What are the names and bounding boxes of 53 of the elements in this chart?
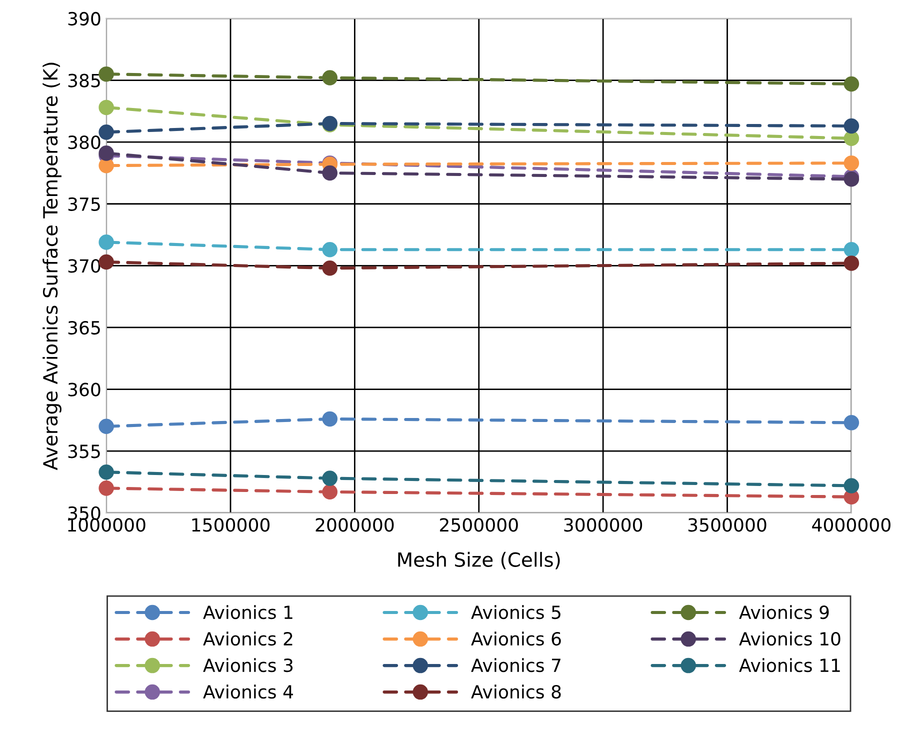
- y-tick-label: 385: [68, 74, 100, 88]
- point: [322, 260, 338, 276]
- legend-label: Avionics 5: [471, 605, 560, 620]
- legend-label: Avionics 9: [739, 605, 829, 620]
- point: [98, 464, 114, 480]
- point: [844, 118, 860, 134]
- x-tick-label: 2000000: [316, 518, 394, 532]
- y-tick-label: 380: [68, 136, 100, 150]
- y-axis-title: Average Avionics Surface Temperature (K): [42, 62, 62, 470]
- point: [322, 470, 338, 486]
- legend-label: Avionics 3: [203, 658, 293, 672]
- point: [98, 146, 114, 161]
- point: [844, 155, 860, 171]
- legend-label: Avionics 10: [739, 632, 840, 646]
- legend-label: Avionics 11: [739, 658, 840, 672]
- legend-label: Avionics 2: [203, 632, 292, 646]
- point: [98, 100, 114, 116]
- legend-label: Avionics 8: [471, 684, 561, 699]
- point: [98, 66, 114, 82]
- legend-label: Avionics 1: [203, 605, 292, 620]
- point: [98, 158, 114, 174]
- x-tick-label: 2500000: [440, 518, 518, 532]
- x-tick-label: 4000000: [812, 518, 890, 532]
- point: [322, 242, 338, 258]
- y-tick-label: 390: [68, 12, 100, 26]
- point: [844, 130, 860, 146]
- point: [844, 256, 860, 271]
- point: [322, 411, 338, 427]
- point: [98, 124, 114, 140]
- point: [322, 70, 338, 86]
- legend-label: Avionics 6: [471, 632, 561, 646]
- point: [98, 234, 114, 250]
- y-tick-label: 360: [68, 382, 100, 396]
- legend-label: Avionics 7: [471, 658, 560, 672]
- y-tick-label: 370: [68, 259, 100, 273]
- y-tick-label: 375: [68, 197, 100, 211]
- x-tick-label: 3500000: [688, 518, 766, 532]
- point: [98, 480, 114, 496]
- legend-label: Avionics 4: [203, 684, 293, 699]
- point: [844, 76, 860, 92]
- x-tick-label: 1500000: [192, 518, 270, 532]
- point: [322, 165, 338, 181]
- x-axis-title: Mesh Size (Cells): [398, 552, 560, 570]
- y-tick-label: 365: [68, 320, 100, 335]
- y-tick-label: 355: [68, 444, 100, 458]
- point: [98, 418, 114, 434]
- point: [844, 478, 860, 494]
- point: [98, 254, 114, 270]
- x-tick-label: 1000000: [68, 518, 146, 532]
- x-tick-label: 3000000: [564, 518, 642, 532]
- point: [322, 484, 338, 500]
- point: [844, 415, 860, 430]
- point: [844, 242, 860, 258]
